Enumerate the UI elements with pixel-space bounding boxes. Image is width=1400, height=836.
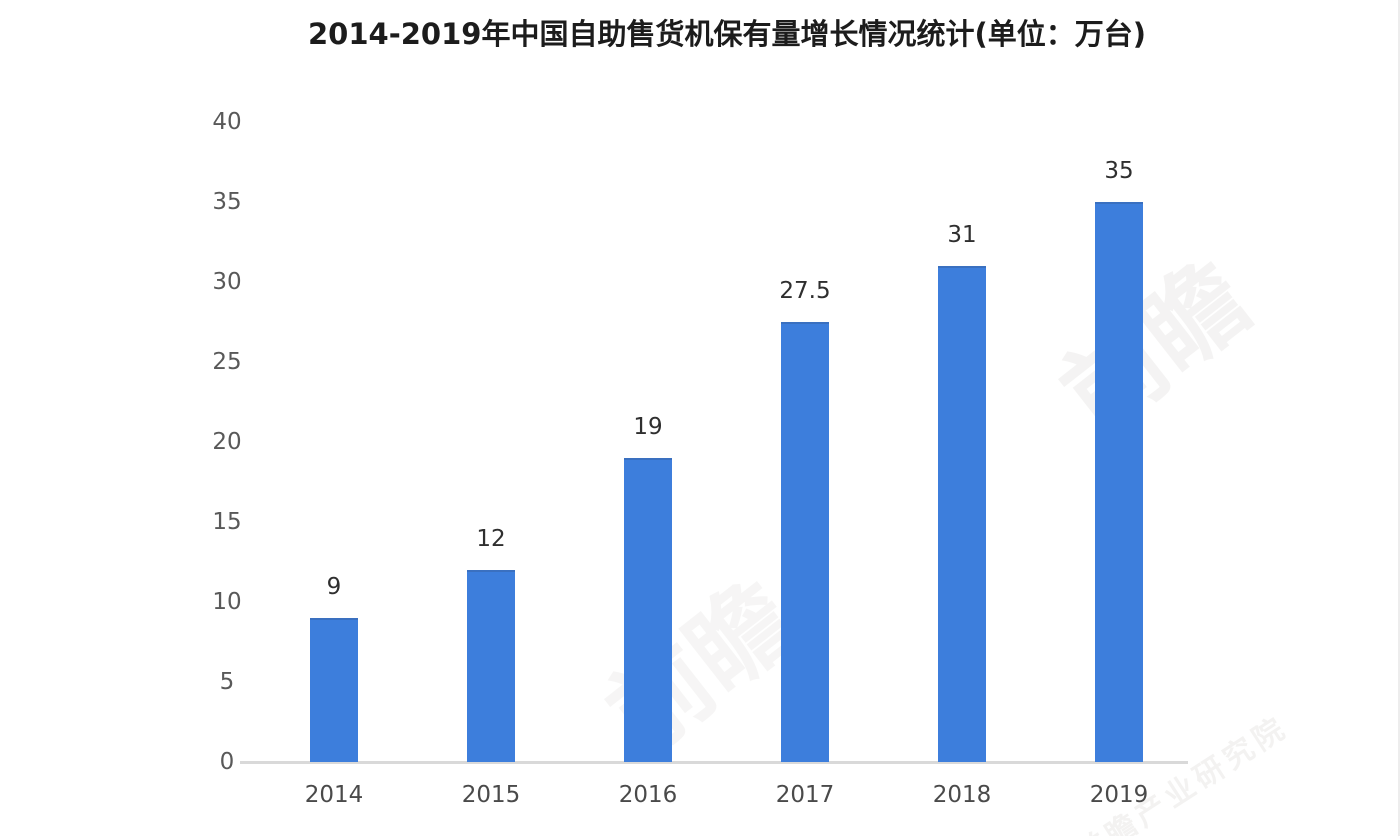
- y-axis-tick-label: 15: [212, 509, 242, 535]
- y-axis-tick-label: 30: [212, 269, 242, 295]
- x-axis-tick-label: 2017: [775, 782, 835, 808]
- y-axis-tick-label: 10: [212, 589, 242, 615]
- bar-value-label: 12: [476, 526, 506, 552]
- x-axis-tick-label: 2014: [304, 782, 364, 808]
- x-axis-line: [240, 761, 1188, 764]
- bar-value-label: 27.5: [779, 278, 831, 304]
- bar-2017: [781, 322, 829, 762]
- x-axis-tick-label: 2018: [932, 782, 992, 808]
- bar-value-label: 35: [1104, 158, 1134, 184]
- y-axis-tick-label: 35: [212, 189, 242, 215]
- bar-2019: [1095, 202, 1143, 762]
- bar-2018: [938, 266, 986, 762]
- x-axis-tick-label: 2019: [1089, 782, 1149, 808]
- y-axis-tick-label: 25: [212, 349, 242, 375]
- bar-2014: [310, 618, 358, 762]
- y-axis-tick-label: 5: [219, 669, 235, 695]
- x-axis-tick-label: 2016: [618, 782, 678, 808]
- watermark-ghost: 前瞻: [1040, 239, 1271, 456]
- bar-value-label: 19: [633, 414, 663, 440]
- bar-2015: [467, 570, 515, 762]
- y-axis-tick-label: 20: [212, 429, 242, 455]
- y-axis-tick-label: 0: [219, 749, 235, 775]
- bar-value-label: 9: [326, 574, 342, 600]
- bar-2016: [624, 458, 672, 762]
- bar-value-label: 31: [947, 222, 977, 248]
- y-axis-tick-label: 40: [212, 109, 242, 135]
- x-axis-tick-label: 2015: [461, 782, 521, 808]
- chart-title: 2014-2019年中国自助售货机保有量增长情况统计(单位：万台): [308, 17, 1146, 51]
